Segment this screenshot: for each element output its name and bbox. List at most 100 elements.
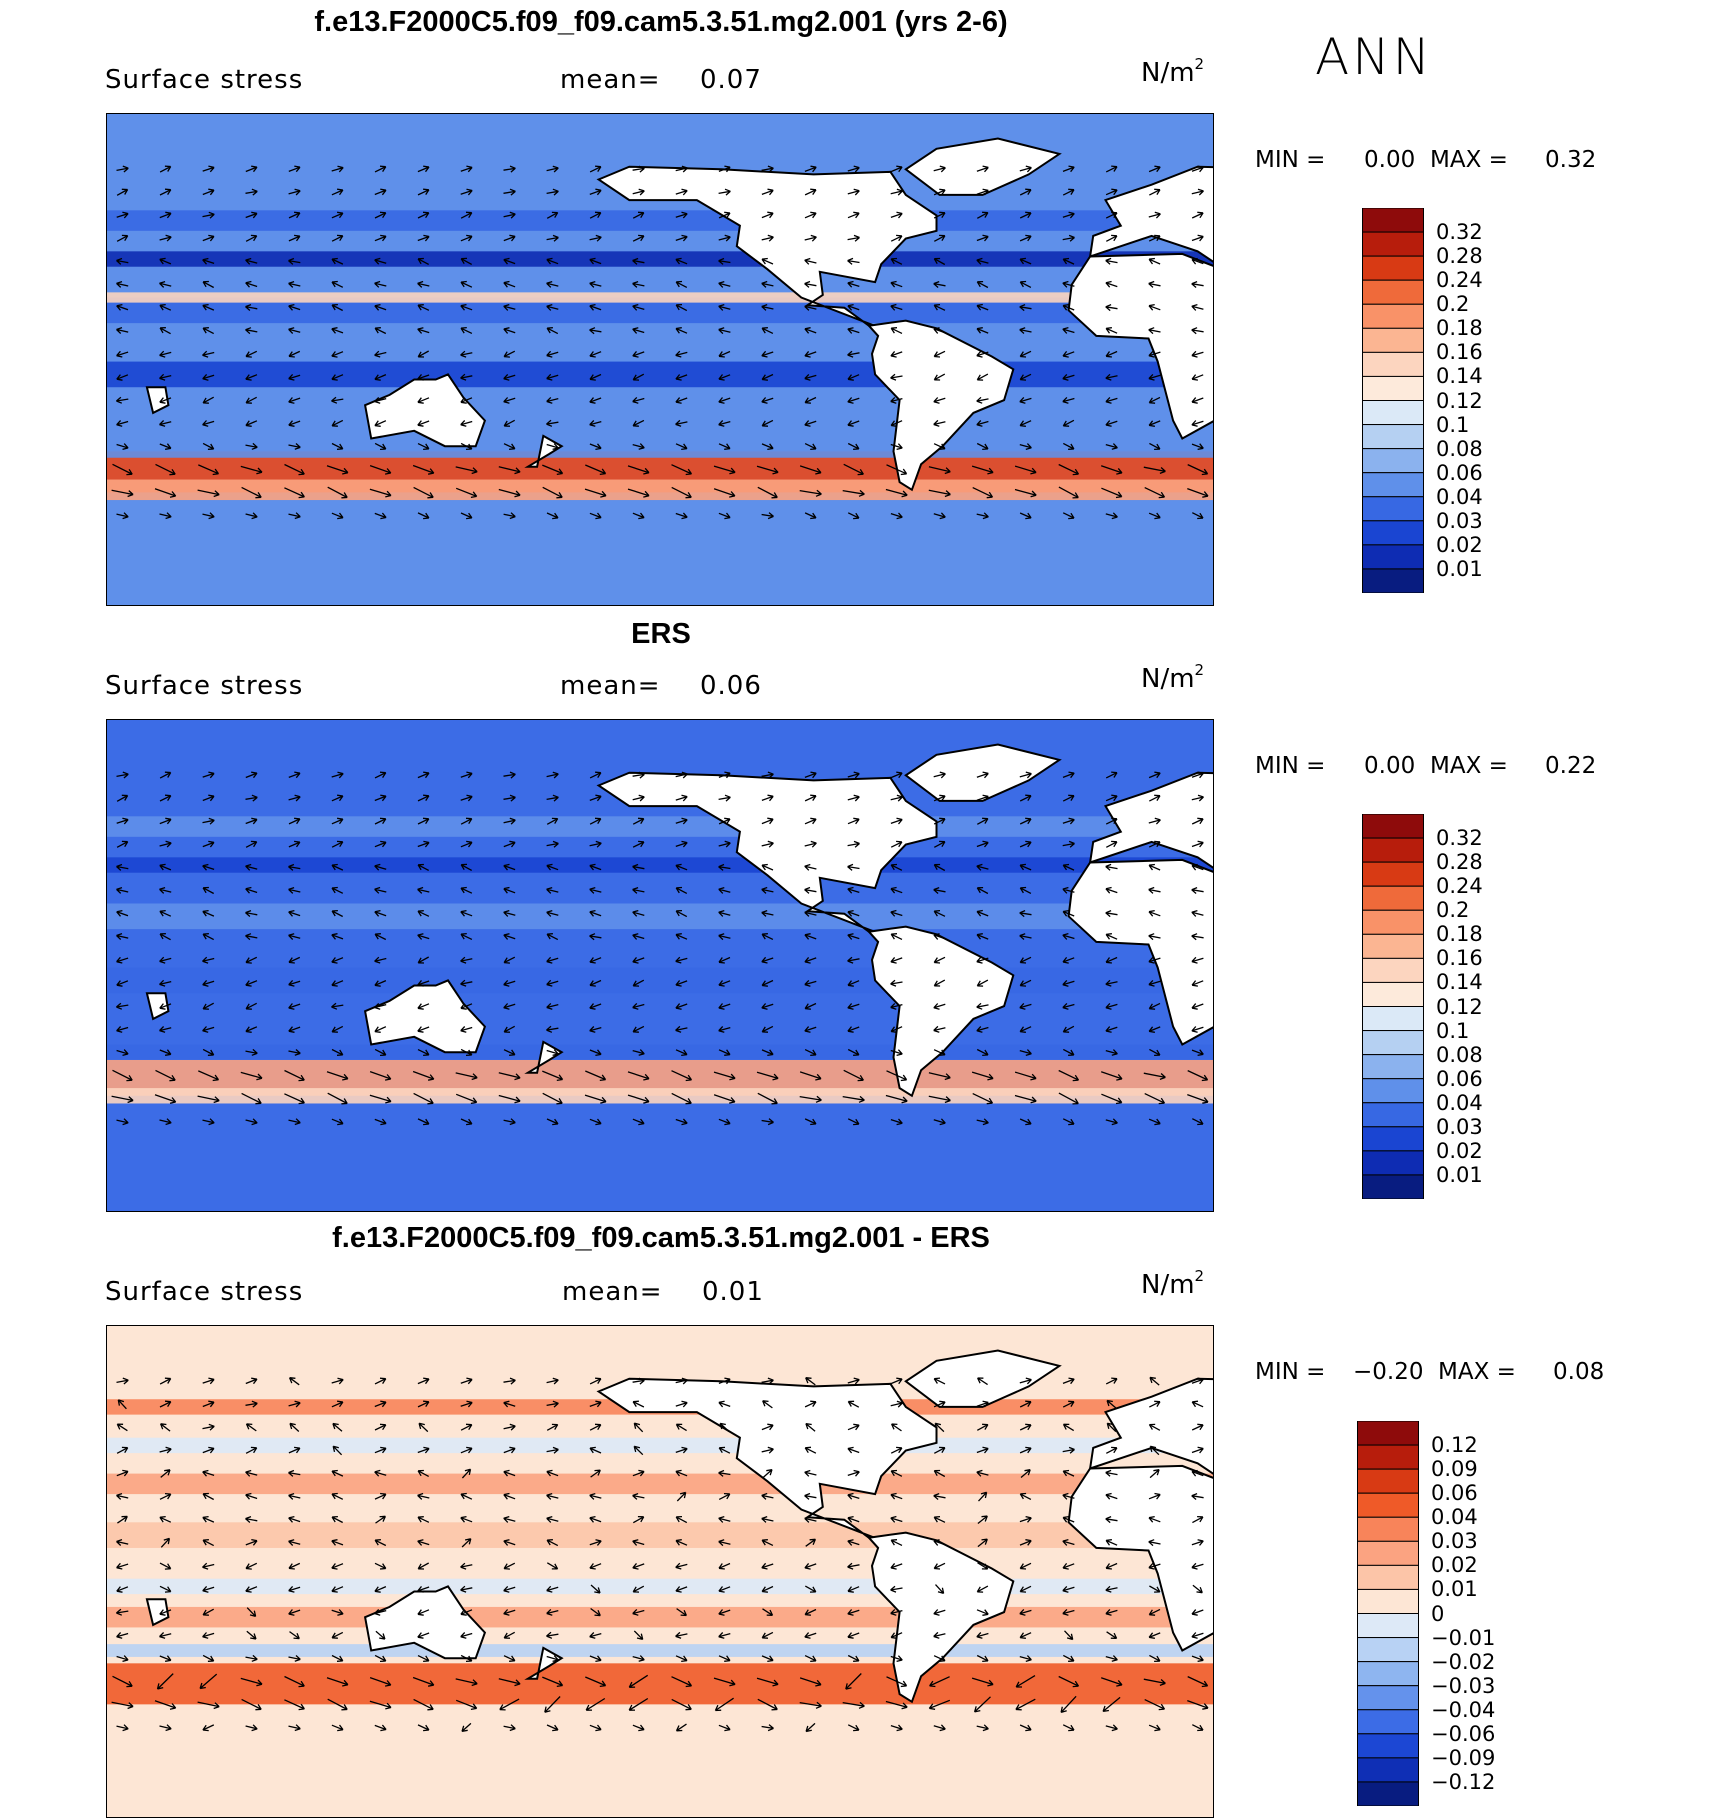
stress-vector-arrow xyxy=(718,933,731,941)
stress-vector-arrow xyxy=(1191,1609,1204,1616)
stress-vector-arrow xyxy=(589,1539,602,1546)
stress-vector-arrow xyxy=(155,1069,176,1082)
stress-vector-arrow xyxy=(933,1655,946,1663)
colorbar-swatch xyxy=(1362,909,1424,935)
stress-vector-arrow xyxy=(1105,1118,1118,1126)
stress-vector-arrow xyxy=(589,1118,602,1126)
stress-vector-arrow xyxy=(202,1446,215,1454)
stress-vector-arrow xyxy=(503,397,516,404)
stress-vector-arrow xyxy=(847,980,860,987)
stress-vector-arrow xyxy=(1191,211,1204,219)
stress-vector-arrow xyxy=(1187,1070,1209,1082)
stress-vector-arrow xyxy=(159,234,172,242)
stress-vector-arrow xyxy=(331,1563,344,1570)
stress-vector-arrow xyxy=(589,1003,602,1010)
stress-vector-arrow xyxy=(1062,396,1075,404)
stress-vector-arrow xyxy=(804,443,817,451)
stress-vector-arrow xyxy=(890,840,903,848)
stress-vector-arrow xyxy=(1019,1049,1032,1057)
stress-vector-arrow xyxy=(1191,1562,1204,1570)
stress-vector-arrow xyxy=(1058,463,1080,476)
stress-vector-arrow xyxy=(159,1585,172,1593)
stress-vector-arrow xyxy=(589,165,602,173)
stress-vector-arrow xyxy=(1019,771,1032,779)
colorbar-tick-label: 0.18 xyxy=(1436,316,1483,341)
stress-vector-arrow xyxy=(417,257,430,265)
stress-vector-arrow xyxy=(847,303,860,311)
stress-vector-arrow xyxy=(455,466,478,475)
stress-vector-arrow xyxy=(111,489,134,498)
stress-vector-arrow xyxy=(1019,909,1032,918)
stress-vector-arrow xyxy=(460,1585,473,1593)
colorbar-swatch xyxy=(1362,1078,1424,1104)
stress-vector-arrow xyxy=(331,303,343,312)
stress-vector-arrow xyxy=(1105,1562,1118,1570)
stress-vector-arrow xyxy=(154,1094,177,1104)
stress-vector-arrow xyxy=(847,1377,860,1385)
panel-1-colorbar: 0.32 0.28 0.24 0.2 0.18 0.16 0.14 0.12 0.1 0.08 0.… xyxy=(1362,207,1483,594)
stress-vector-arrow xyxy=(761,1539,774,1546)
colorbar-tick-label: 0.04 xyxy=(1436,484,1483,509)
stress-vector-arrow xyxy=(374,1377,387,1385)
stress-vector-arrow xyxy=(589,211,602,219)
panel-2-mean-value: 0.06 xyxy=(700,671,762,701)
stress-vector-arrow xyxy=(116,909,129,917)
stress-vector-arrow xyxy=(374,956,387,964)
stress-vector-arrow xyxy=(503,1025,516,1033)
stress-band xyxy=(107,1606,1213,1628)
stress-vector-arrow xyxy=(288,1469,301,1477)
stress-vector-arrow xyxy=(632,234,645,242)
stress-vector-arrow xyxy=(1101,487,1123,499)
stress-vector-arrow xyxy=(116,771,129,779)
stress-vector-arrow xyxy=(1019,443,1032,451)
stress-vector-arrow xyxy=(115,1002,129,1010)
colorbar-tick-label: 0.1 xyxy=(1436,412,1470,437)
stress-vector-arrow xyxy=(761,1446,774,1454)
stress-vector-arrow xyxy=(417,165,430,173)
stress-vector-arrow xyxy=(632,512,645,520)
stress-vector-arrow xyxy=(1105,909,1118,918)
stress-vector-arrow xyxy=(202,1515,215,1523)
stress-vector-arrow xyxy=(933,303,946,311)
stress-vector-arrow xyxy=(241,1698,262,1711)
stress-vector-arrow xyxy=(886,1676,908,1688)
stress-vector-arrow xyxy=(197,1095,220,1104)
stress-band xyxy=(107,361,1213,388)
stress-vector-arrow xyxy=(847,863,860,871)
colorbar-tick-label: 0.09 xyxy=(1431,1457,1478,1482)
stress-vector-arrow xyxy=(1019,1585,1032,1593)
stress-vector-arrow xyxy=(159,1400,172,1408)
stress-vector-arrow xyxy=(116,1562,129,1570)
stress-vector-arrow xyxy=(202,373,215,381)
stress-vector-arrow xyxy=(804,1632,817,1639)
stress-vector-arrow xyxy=(804,396,817,404)
stress-vector-arrow xyxy=(159,1049,172,1056)
stress-vector-arrow xyxy=(589,257,602,265)
panel-1-min-value: 0.00 xyxy=(1364,147,1416,173)
stress-vector-arrow xyxy=(1062,1654,1075,1662)
colorbar-tick-label: 0.24 xyxy=(1436,268,1483,293)
stress-vector-arrow xyxy=(331,1539,344,1546)
stress-vector-arrow xyxy=(1019,886,1032,894)
stress-vector-arrow xyxy=(417,863,430,871)
stress-vector-arrow xyxy=(331,1515,343,1524)
stress-vector-arrow xyxy=(761,350,774,358)
stress-vector-arrow xyxy=(159,350,172,358)
stress-vector-arrow xyxy=(890,165,903,173)
stress-band xyxy=(107,1578,1213,1595)
stress-vector-arrow xyxy=(675,863,688,871)
stress-vector-arrow xyxy=(632,1049,645,1056)
stress-vector-arrow xyxy=(115,396,129,404)
stress-vector-arrow xyxy=(799,1701,822,1709)
stress-vector-arrow xyxy=(288,257,301,265)
colorbar-swatch xyxy=(1362,981,1424,1007)
stress-vector-arrow xyxy=(1191,817,1204,825)
stress-vector-arrow xyxy=(761,373,774,381)
stress-vector-arrow xyxy=(503,956,516,964)
stress-vector-arrow xyxy=(585,1070,607,1082)
stress-vector-arrow xyxy=(503,1585,516,1593)
stress-vector-arrow xyxy=(202,933,214,941)
stress-vector-arrow xyxy=(498,1094,521,1104)
stress-vector-arrow xyxy=(589,443,602,451)
stress-vector-arrow xyxy=(890,396,903,404)
